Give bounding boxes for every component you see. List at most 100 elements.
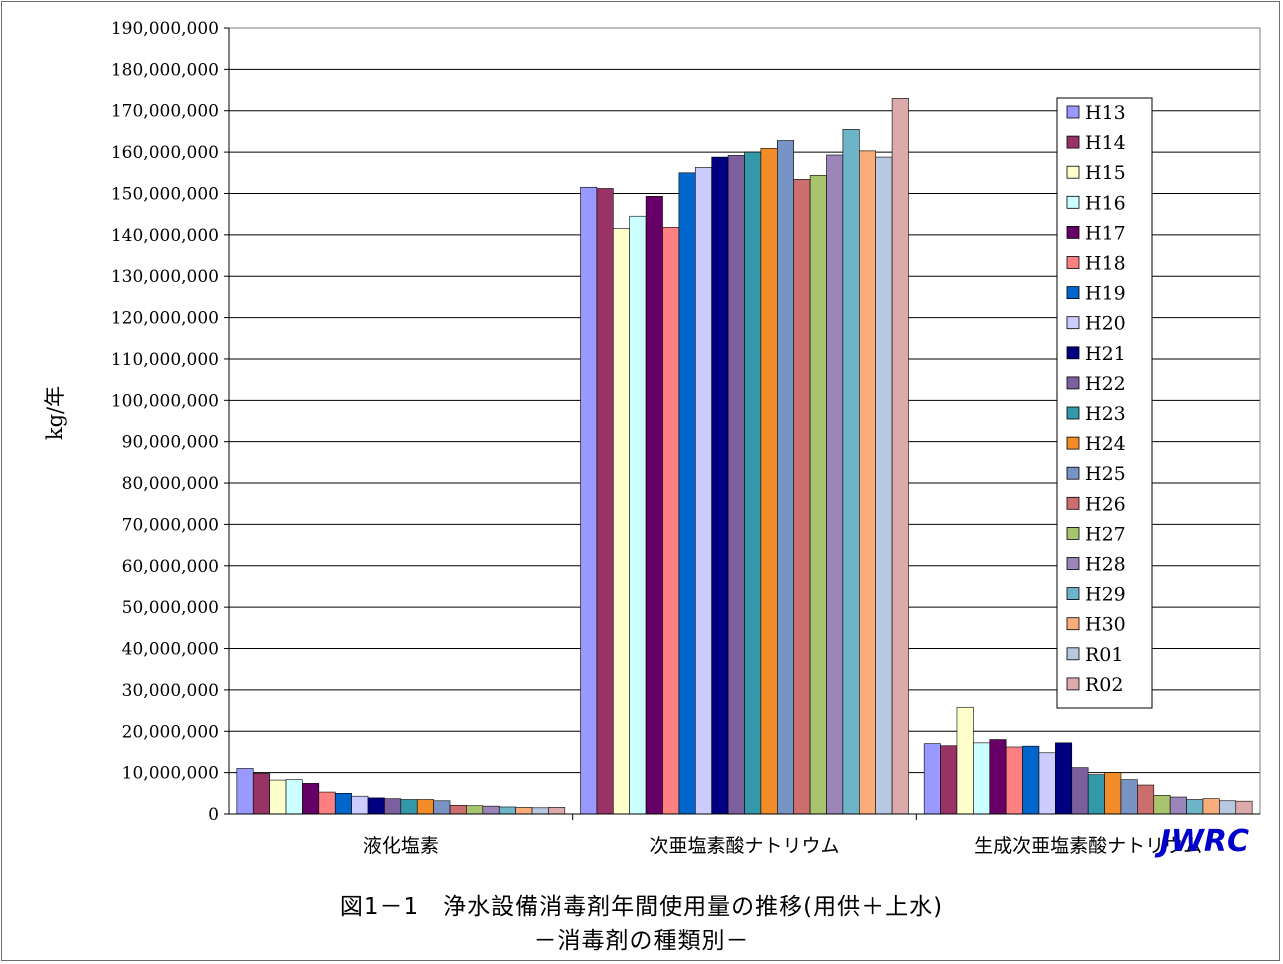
legend-swatch [1066,647,1080,661]
bar-H25 [433,800,451,815]
legend-label: H30 [1085,614,1126,636]
bar-H17 [302,783,320,815]
legend-label: R01 [1085,644,1123,666]
brand-logo: JWRC [1159,824,1249,859]
y-tick-label: 110,000,000 [111,350,219,370]
legend-label: H21 [1085,343,1126,365]
bar-H24 [416,799,434,815]
x-category-label: 次亜塩素酸ナトリウム [649,835,839,857]
y-tick-label: 70,000,000 [122,515,219,535]
bar-H30 [1202,798,1220,815]
bar-H19 [334,793,352,815]
legend-swatch [1066,677,1080,691]
bar-H17 [645,196,663,815]
bar-H14 [940,745,958,815]
legend-swatch [1066,557,1080,570]
legend-swatch [1066,195,1080,209]
legend-swatch [1066,376,1080,390]
bar-H22 [1071,767,1089,815]
bar-H17 [989,739,1007,815]
bar-H21 [711,156,729,815]
bar-H20 [694,167,712,815]
legend-swatch [1066,316,1080,330]
bar-H29 [1186,799,1204,815]
legend-label: H16 [1085,192,1126,214]
legend-label: H25 [1085,463,1126,485]
y-tick-label: 170,000,000 [111,102,219,122]
bar-H24 [1104,772,1122,815]
bar-H29 [842,129,860,815]
y-tick-label: 130,000,000 [111,267,219,287]
bar-H16 [629,215,647,815]
legend-swatch [1066,496,1080,510]
bar-R02 [1235,800,1253,815]
legend-swatch [1066,436,1080,450]
bar-H29 [498,806,516,815]
legend-label: H15 [1085,162,1126,184]
bar-H15 [269,779,287,815]
x-category-label: 生成次亜塩素酸ナトリウム [974,835,1202,857]
legend-swatch [1066,587,1080,600]
bar-H25 [1120,779,1138,815]
bar-R01 [1219,800,1237,815]
legend-label: H13 [1085,102,1126,124]
legend-label: H23 [1085,403,1126,425]
legend-label: H26 [1085,493,1126,515]
bar-H22 [384,798,402,815]
bar-H15 [612,228,630,815]
bar-H13 [923,743,941,815]
bar-H21 [1055,742,1073,815]
bar-H19 [1022,745,1040,815]
y-tick-label: 160,000,000 [111,143,219,163]
bar-H28 [1169,796,1187,815]
bar-H25 [776,140,794,815]
legend-label: H22 [1085,373,1126,395]
bar-H27 [1153,795,1171,815]
bar-H23 [400,799,418,815]
bar-H15 [956,706,974,815]
x-category-label: 液化塩素 [363,835,439,857]
bar-H14 [252,773,270,815]
caption-subtitle: －消毒剤の種類別－ [533,928,750,954]
bar-H20 [1038,752,1056,815]
legend-swatch [1066,527,1080,540]
legend-label: H14 [1085,132,1126,154]
bar-R01 [875,156,893,815]
bar-H26 [1137,784,1155,815]
bar-H24 [760,148,778,815]
bar-H23 [1087,774,1105,815]
y-tick-label: 140,000,000 [111,226,219,246]
bar-H21 [367,797,385,815]
y-tick-label: 180,000,000 [111,60,219,80]
legend-swatch [1066,105,1080,119]
caption-title: 図1－1 浄水設備消毒剤年間使用量の推移(用供＋上水) [339,894,944,920]
y-tick-label: 40,000,000 [122,640,219,660]
bar-R02 [548,807,566,815]
y-tick-label: 120,000,000 [111,309,219,329]
bar-H28 [826,154,844,815]
y-tick-label: 0 [208,805,219,825]
bar-H27 [466,805,484,815]
bar-H13 [580,186,598,815]
y-tick-label: 80,000,000 [122,474,219,494]
legend-label: H19 [1085,283,1126,305]
legend-label: H28 [1085,554,1126,576]
y-tick-label: 190,000,000 [111,19,219,39]
legend-label: H29 [1085,584,1126,606]
y-tick-label: 90,000,000 [122,433,219,453]
y-tick-label: 30,000,000 [122,681,219,701]
y-axis-label: kg/年 [43,386,67,440]
bar-H18 [1005,746,1023,815]
bar-H20 [351,795,369,815]
bar-H26 [793,179,811,815]
legend-swatch [1066,466,1080,480]
y-tick-label: 60,000,000 [122,557,219,577]
y-tick-label: 50,000,000 [122,598,219,618]
axes [228,27,1261,820]
bar-H28 [482,805,500,815]
bar-R02 [891,98,909,815]
y-tick-labels: 0 10,000,000 20,000,000 30,000,000 40,000,00… [111,19,229,825]
bar-H27 [809,174,827,815]
legend: H13 H14 H15 H16 H17 H18 H19 H20 H21 H22 H23 H24 H25 H… [1056,97,1153,709]
